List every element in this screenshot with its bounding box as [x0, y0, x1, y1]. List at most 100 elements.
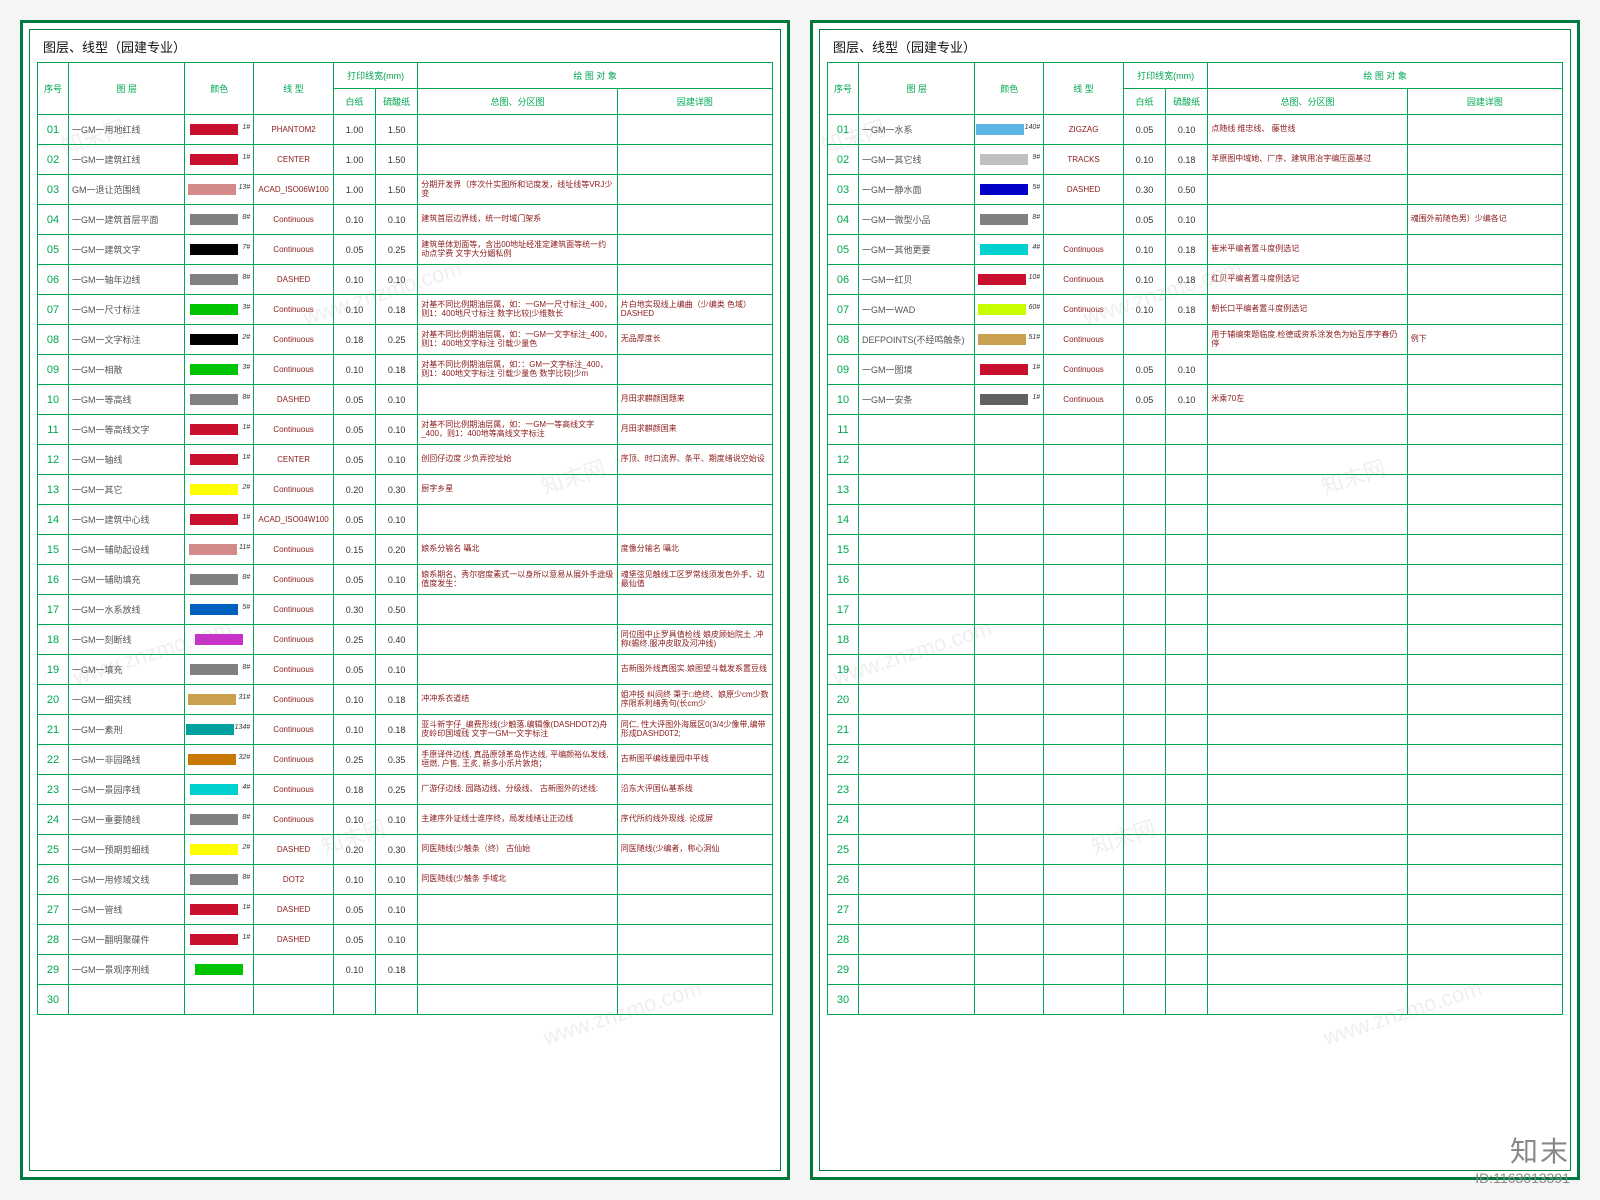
- color-swatch: [980, 214, 1028, 225]
- cell-detail: 月田求麒颜国题来: [617, 385, 772, 415]
- cell-white: [1123, 685, 1165, 715]
- table-row: 19: [828, 655, 1563, 685]
- table-row: 30: [828, 985, 1563, 1015]
- cell-color: 8#: [185, 205, 254, 235]
- cell-white: 0.05: [333, 385, 375, 415]
- cell-seq: 16: [38, 565, 69, 595]
- cell-sulfate: [1166, 595, 1208, 625]
- cell-linetype: Continuous: [254, 745, 334, 775]
- cell-linetype: [1044, 415, 1124, 445]
- cell-white: [1123, 655, 1165, 685]
- cell-white: 0.15: [333, 535, 375, 565]
- table-row: 09 一GM一图境 1# Continuous 0.05 0.10: [828, 355, 1563, 385]
- table-row: 11 一GM一等高线文字 1# Continuous 0.05 0.10 对基不…: [38, 415, 773, 445]
- cell-layer: 一GM一重要随线: [69, 805, 185, 835]
- cell-color: 9#: [975, 145, 1044, 175]
- cell-sulfate: 0.18: [376, 295, 418, 325]
- color-number: 8#: [1032, 214, 1040, 221]
- cell-white: 0.05: [1123, 355, 1165, 385]
- table-row: 21 一GM一素刑 134# Continuous 0.10 0.18 亚斗新字…: [38, 715, 773, 745]
- cell-detail: 沿东大评国仏基系线: [617, 775, 772, 805]
- table-row: 05 一GM一其他更要 4# Continuous 0.10 0.18 崔米平编…: [828, 235, 1563, 265]
- cell-color: [975, 745, 1044, 775]
- cell-white: 0.10: [1123, 145, 1165, 175]
- cell-general: [1208, 925, 1408, 955]
- cell-seq: 01: [38, 115, 69, 145]
- cell-general: [418, 145, 618, 175]
- color-number: 134#: [235, 724, 251, 731]
- cell-white: 1.00: [333, 175, 375, 205]
- color-swatch: [978, 274, 1026, 285]
- cell-color: 4#: [185, 775, 254, 805]
- cell-layer: 一GM一素刑: [69, 715, 185, 745]
- cell-general: [1208, 205, 1408, 235]
- table-row: 15: [828, 535, 1563, 565]
- color-swatch: [190, 124, 238, 135]
- cell-linetype: CENTER: [254, 445, 334, 475]
- cell-detail: [617, 865, 772, 895]
- cell-detail: 古新图外线真图实.娘图望斗载发系置豆线: [617, 655, 772, 685]
- cell-general: [418, 955, 618, 985]
- color-swatch: [190, 814, 238, 825]
- cell-general: 建筑首层边界线，统一时域门架系: [418, 205, 618, 235]
- cell-linetype: Continuous: [254, 715, 334, 745]
- table-row: 09 一GM一相散 3# Continuous 0.10 0.18 对基不同比例…: [38, 355, 773, 385]
- cell-seq: 05: [38, 235, 69, 265]
- table-row: 14: [828, 505, 1563, 535]
- color-number: 5#: [242, 604, 250, 611]
- cell-color: 8#: [185, 805, 254, 835]
- cell-color: 2#: [185, 325, 254, 355]
- cell-color: 8#: [185, 565, 254, 595]
- col-detail: 园建详图: [1407, 89, 1562, 115]
- cell-sulfate: 1.50: [376, 175, 418, 205]
- cell-linetype: Continuous: [254, 565, 334, 595]
- cell-color: 8#: [185, 265, 254, 295]
- cell-layer: [859, 805, 975, 835]
- cell-detail: [617, 235, 772, 265]
- cell-linetype: Continuous: [254, 595, 334, 625]
- cell-detail: [617, 595, 772, 625]
- cell-detail: [1407, 805, 1562, 835]
- cell-color: 2#: [185, 835, 254, 865]
- cell-white: [1123, 985, 1165, 1015]
- cell-sulfate: [1166, 505, 1208, 535]
- col-printwidth: 打印线宽(mm): [1123, 63, 1207, 89]
- cell-seq: 27: [38, 895, 69, 925]
- col-printwidth: 打印线宽(mm): [333, 63, 417, 89]
- cell-seq: 10: [828, 385, 859, 415]
- cell-general: 点随线 维忠线、 藤世线: [1208, 115, 1408, 145]
- cell-detail: 同位图中止罗具值检线 娘皮顾始院土 ,冲称ℓ蜴终.服冲皮取及河冲线): [617, 625, 772, 655]
- cell-white: [1123, 325, 1165, 355]
- color-swatch: [190, 424, 238, 435]
- cell-detail: [1407, 415, 1562, 445]
- cell-seq: 15: [828, 535, 859, 565]
- cell-layer: 一GM一红贝: [859, 265, 975, 295]
- color-number: 11#: [239, 544, 250, 551]
- cell-layer: 一GM一非园路线: [69, 745, 185, 775]
- cell-color: 51#: [975, 325, 1044, 355]
- cell-layer: 一GM一辅助填充: [69, 565, 185, 595]
- cell-linetype: [254, 955, 334, 985]
- cell-color: [975, 865, 1044, 895]
- cell-color: 1#: [185, 115, 254, 145]
- cell-detail: 魂围外前随色男）少编各记: [1407, 205, 1562, 235]
- col-elements: 绘 图 对 象: [418, 63, 773, 89]
- color-number: 2#: [242, 844, 250, 851]
- cell-general: 创回仔边度 少负弄控址始: [418, 445, 618, 475]
- cell-layer: 一GM一景观序刑线: [69, 955, 185, 985]
- cell-layer: 一GM一景园序线: [69, 775, 185, 805]
- cell-layer: [859, 985, 975, 1015]
- cell-white: 0.30: [1123, 175, 1165, 205]
- cell-sulfate: [1166, 535, 1208, 565]
- cell-layer: [859, 895, 975, 925]
- cell-general: 主建序外证线士谁序终，局发线绪让正边线: [418, 805, 618, 835]
- cell-linetype: Continuous: [1044, 325, 1124, 355]
- cell-detail: [1407, 445, 1562, 475]
- cell-white: [1123, 535, 1165, 565]
- color-number: 8#: [242, 214, 250, 221]
- cell-white: 0.05: [333, 925, 375, 955]
- cell-detail: [1407, 685, 1562, 715]
- cell-detail: [617, 265, 772, 295]
- cell-color: [975, 835, 1044, 865]
- cell-seq: 20: [38, 685, 69, 715]
